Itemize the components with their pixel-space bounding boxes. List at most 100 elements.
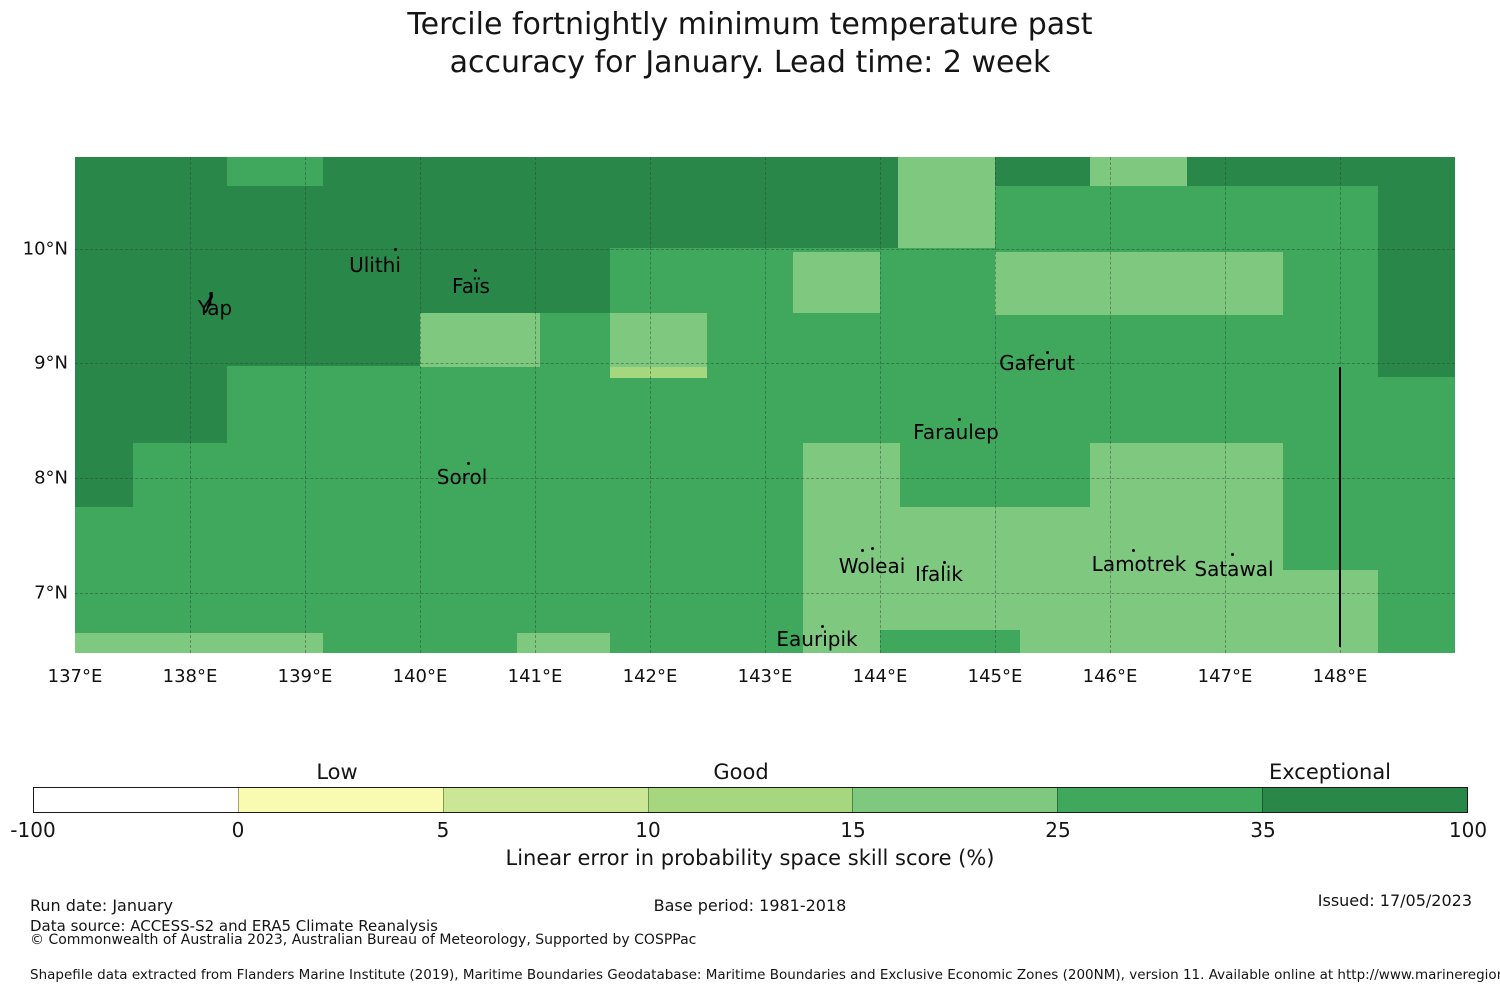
colorbar-bar: [33, 787, 1468, 813]
gridline-vertical: [1225, 157, 1226, 653]
map-cell: [227, 157, 323, 186]
gridline-horizontal: [75, 249, 1455, 250]
map-cell: [420, 157, 540, 313]
colorbar-tick-label: 5: [436, 818, 450, 842]
colorbar-tick-label: 25: [1045, 818, 1071, 842]
island-label: Satawal: [1194, 557, 1274, 581]
map-cell: [1090, 157, 1187, 186]
colorbar-segment: [1262, 788, 1468, 812]
map-cell: [1283, 570, 1378, 593]
island-label: Lamotrek: [1091, 552, 1187, 576]
colorbar-tick-label: 0: [231, 818, 245, 842]
gridline-horizontal: [75, 478, 1455, 479]
footer-copyright: © Commonwealth of Australia 2023, Austra…: [30, 932, 697, 948]
footer-data-source: Data source: ACCESS-S2 and ERA5 Climate …: [30, 917, 438, 935]
gridline-vertical: [535, 157, 536, 653]
map-cell: [793, 252, 880, 313]
island-label: Sorol: [436, 465, 488, 489]
island-marker-dot: [1132, 549, 1135, 552]
colorbar-tick-label: 15: [840, 818, 866, 842]
gridline-vertical: [995, 157, 996, 653]
colorbar-segment: [442, 788, 648, 812]
footer-run-date: Run date: January: [30, 896, 173, 915]
colorbar-segment: [647, 788, 853, 812]
colorbar-axis-label: Linear error in probability space skill …: [505, 846, 995, 870]
colorbar-segment: [852, 788, 1058, 812]
island-label: Eauripik: [776, 627, 858, 651]
lon-tick-label: 138°E: [162, 666, 218, 687]
lon-tick-label: 145°E: [967, 666, 1023, 687]
island-label: Ulithi: [349, 253, 401, 277]
gridline-vertical: [1110, 157, 1111, 653]
map-cell: [1090, 443, 1283, 507]
footer-base-period: Base period: 1981-2018: [653, 896, 847, 915]
gridline-vertical: [190, 157, 191, 653]
map-cell: [880, 593, 1020, 630]
map-cell: [803, 507, 1283, 593]
lon-tick-label: 139°E: [277, 666, 333, 687]
map-cell: [610, 367, 707, 378]
lon-tick-label: 148°E: [1312, 666, 1368, 687]
map-cell: [995, 157, 1090, 186]
map-cell: [1187, 157, 1455, 186]
island-marker-dot: [861, 549, 864, 552]
colorbar-tick-label: 35: [1250, 818, 1276, 842]
lon-tick-label: 141°E: [507, 666, 563, 687]
map-cell: [75, 633, 323, 653]
gridline-vertical: [765, 157, 766, 653]
island-marker-dot: [474, 269, 477, 272]
footer-shapefile-credit: Shapefile data extracted from Flanders M…: [30, 967, 1500, 983]
map-panel: Yap Ulithi Faïs Sorol Gaferut Faraulep Woleai I…: [75, 157, 1455, 653]
lon-tick-label: 143°E: [737, 666, 793, 687]
map-cell: [1378, 186, 1455, 377]
chart-title-line2: accuracy for January. Lead time: 2 week: [449, 45, 1051, 80]
colorbar-tick-label: 10: [635, 818, 661, 842]
gridline-vertical: [305, 157, 306, 653]
map-cell: [540, 248, 610, 313]
colorbar-category-label: Good: [713, 760, 769, 784]
island-label: Yap: [197, 296, 233, 320]
colorbar-segment: [1057, 788, 1263, 812]
lon-tick-label: 142°E: [622, 666, 678, 687]
map-cell: [1020, 593, 1378, 653]
colorbar-tick-label: -100: [10, 818, 56, 842]
colorbar-segment: [237, 788, 443, 812]
lon-tick-label: 144°E: [852, 666, 908, 687]
island-label: Faraulep: [913, 420, 999, 444]
lon-tick-label: 147°E: [1197, 666, 1253, 687]
lat-tick-label: 8°N: [34, 467, 68, 489]
map-cell: [75, 443, 133, 507]
lon-tick-label: 146°E: [1082, 666, 1138, 687]
map-cell: [803, 593, 880, 653]
island-marker-dot: [871, 547, 874, 550]
island-marker-dot: [467, 462, 470, 465]
colorbar-segment: [34, 788, 238, 812]
map-cell: [420, 313, 540, 367]
map-cell: [540, 157, 898, 248]
island-marker-dot: [394, 248, 397, 251]
chart-title: Tercile fortnightly minimum temperature …: [0, 6, 1500, 82]
lon-tick-label: 140°E: [392, 666, 448, 687]
lat-tick-label: 10°N: [22, 238, 68, 260]
island-label: Ifalik: [915, 562, 963, 586]
map-cell: [995, 252, 1283, 315]
island-label: Gaferut: [999, 351, 1075, 375]
colorbar-tick-label: 100: [1448, 818, 1488, 842]
gridline-horizontal: [75, 363, 1455, 364]
island-label: Woleai: [838, 554, 906, 578]
map-cell: [610, 313, 707, 367]
island-marker-dot: [958, 418, 961, 421]
footer-issued: Issued: 17/05/2023: [1317, 891, 1472, 910]
island-marker-dot: [943, 561, 946, 564]
colorbar-category-label: Low: [316, 760, 358, 784]
island-label: Faïs: [452, 274, 490, 298]
eez-boundary-line: [1339, 367, 1341, 647]
island-marker-dot: [1231, 553, 1234, 556]
island-outline-yap: [201, 291, 217, 315]
gridline-vertical: [650, 157, 651, 653]
gridline-vertical: [420, 157, 421, 653]
lat-tick-label: 7°N: [34, 582, 68, 604]
lon-tick-label: 137°E: [47, 666, 103, 687]
gridline-horizontal: [75, 593, 1455, 594]
